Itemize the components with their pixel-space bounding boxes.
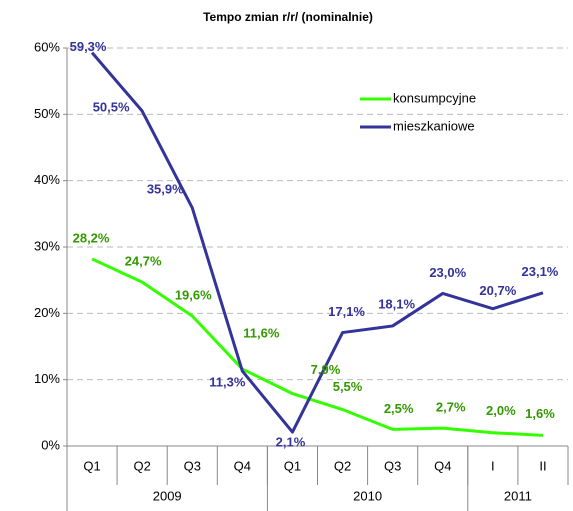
x-tick-label: Q3 xyxy=(384,458,401,473)
value-label: 24,7% xyxy=(125,254,162,269)
value-label: 1,6% xyxy=(525,406,555,421)
value-label: 7,9% xyxy=(311,362,341,377)
x-tick-label: Q1 xyxy=(83,458,100,473)
value-label: 2,7% xyxy=(436,400,466,415)
y-tick-label: 50% xyxy=(34,106,60,121)
series-line xyxy=(91,257,544,437)
value-label: 17,1% xyxy=(328,304,365,319)
y-tick-label: 60% xyxy=(34,39,60,54)
x-tick-label: Q4 xyxy=(434,458,451,473)
group-label: 2009 xyxy=(153,488,182,503)
group-label: 2011 xyxy=(504,488,532,503)
y-tick-label: 0% xyxy=(41,437,60,452)
value-label: 23,0% xyxy=(429,265,466,280)
value-label: 35,9% xyxy=(147,181,184,196)
value-label: 23,1% xyxy=(522,264,559,279)
value-label: 19,6% xyxy=(175,287,212,302)
x-tick-label: Q4 xyxy=(234,458,251,473)
value-label: 11,6% xyxy=(243,325,280,340)
value-label: 2,0% xyxy=(486,403,516,418)
value-label: 5,5% xyxy=(333,379,363,394)
x-tick-label: II xyxy=(539,458,546,473)
x-tick-label: Q3 xyxy=(184,458,201,473)
value-label: 2,1% xyxy=(276,435,306,450)
value-label: 20,7% xyxy=(479,283,516,298)
y-tick-label: 20% xyxy=(34,305,60,320)
legend-label: mieszkaniowe xyxy=(393,118,475,133)
y-tick-label: 40% xyxy=(34,172,60,187)
y-tick-label: 30% xyxy=(34,238,60,253)
x-tick-label: Q2 xyxy=(133,458,150,473)
value-label: 50,5% xyxy=(93,99,130,114)
value-label: 11,3% xyxy=(209,374,246,389)
series-line xyxy=(90,51,544,434)
value-label: 59,3% xyxy=(70,39,107,54)
x-tick-label: Q1 xyxy=(284,458,301,473)
x-tick-label: I xyxy=(491,458,495,473)
value-label: 2,5% xyxy=(384,401,414,416)
x-tick-label: Q2 xyxy=(334,458,351,473)
legend-label: konsumpcyjne xyxy=(393,90,476,105)
group-label: 2010 xyxy=(353,488,382,503)
y-tick-label: 10% xyxy=(34,371,60,386)
value-label: 28,2% xyxy=(73,230,110,245)
chart-title: Tempo zmian r/r/ (nominalnie) xyxy=(203,10,373,24)
value-label: 18,1% xyxy=(378,296,415,311)
